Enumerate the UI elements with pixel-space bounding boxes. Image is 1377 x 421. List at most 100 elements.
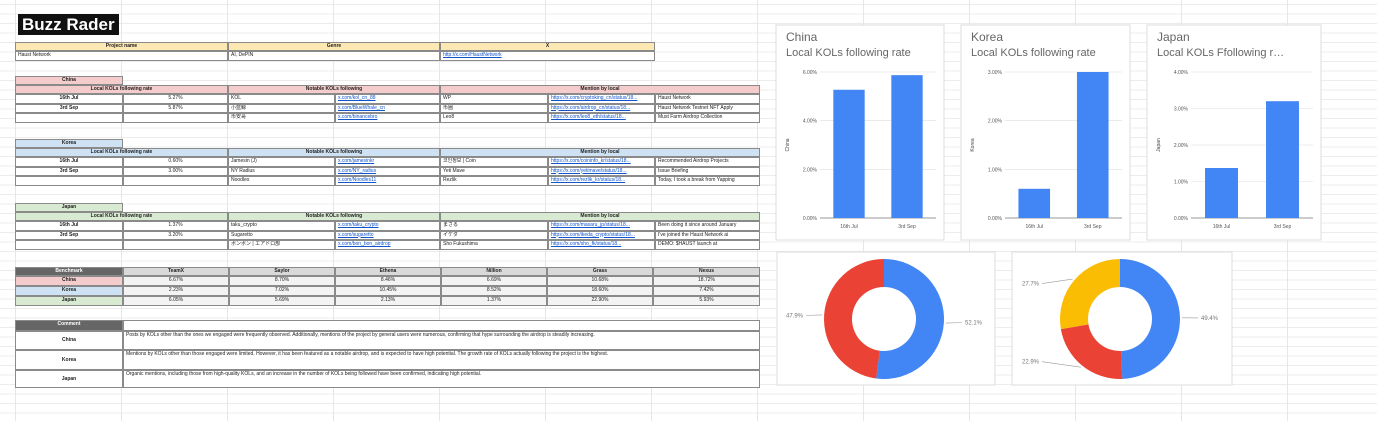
region-label: Japan — [15, 203, 123, 212]
x-tick-label: 16th Jul — [1213, 224, 1231, 230]
cell: 6.69% — [441, 276, 547, 286]
header-cell: Benchmark — [15, 267, 123, 276]
cell: WP — [440, 94, 548, 104]
header-cell: Comment — [15, 320, 123, 331]
y-tick-label: 6.00% — [803, 70, 818, 76]
cell: China — [15, 276, 123, 286]
cell: 5.93% — [653, 296, 760, 306]
cell[interactable]: https://x.com/rezlik_kr/status/18... — [548, 176, 655, 186]
y-axis-label: Korea — [970, 138, 976, 152]
cell: I've joined the Haust Network ai — [655, 230, 760, 240]
cell: 16th Jul — [15, 157, 123, 167]
data-label: 52.1% — [965, 321, 983, 327]
chart-title: Korea — [971, 30, 1003, 44]
cell[interactable]: x.com/kol_cn_88 — [335, 94, 440, 104]
cell[interactable]: x.com/bon_bon_airdrop — [335, 240, 440, 250]
data-label: 22.9% — [1022, 360, 1040, 366]
cell[interactable]: https://x.com/cryptoking_cn/status/18... — [548, 94, 655, 104]
cell[interactable]: x.com/sugaretto — [335, 230, 440, 240]
comment-text: Posts by KOLs other than the ones we eng… — [123, 331, 760, 350]
cell[interactable]: https://x.com/masaru_jp/status/18... — [548, 221, 655, 231]
donut-slice — [876, 259, 945, 380]
cell: AI, DePIN — [228, 51, 440, 61]
cell: Jamesin (J) — [228, 157, 335, 167]
header-cell: Project name — [15, 42, 228, 51]
y-tick-label: 2.00% — [803, 167, 818, 173]
cell[interactable]: x.com/jamesinkr — [335, 157, 440, 167]
cell: 8.52% — [441, 286, 547, 296]
x-tick-label: 3rd Sep — [1084, 224, 1102, 230]
cell: Noodles — [228, 176, 335, 186]
cell — [15, 176, 123, 186]
y-tick-label: 1.00% — [1174, 180, 1189, 186]
cell: 1.37% — [441, 296, 547, 306]
header-cell: Local KOLs following rate — [15, 148, 228, 157]
chart-title: Japan — [1157, 30, 1190, 44]
cell: 16th Jul — [15, 94, 123, 104]
cell: Been doing it since around January — [655, 221, 760, 231]
cell: 0.60% — [123, 157, 228, 167]
cell: Sugaretto — [228, 230, 335, 240]
region-label: Korea — [15, 139, 123, 148]
cell: 8.46% — [335, 276, 441, 286]
data-label: 47.9% — [786, 313, 804, 319]
row-label: Japan — [15, 370, 123, 388]
sheet-title: Buzz Rader — [18, 14, 119, 35]
header-cell: Notable KOLs following — [228, 85, 440, 94]
cell: 7.02% — [229, 286, 335, 296]
y-axis-label: China — [785, 138, 791, 151]
row-label: Korea — [15, 350, 123, 370]
cell: 3rd Sep — [15, 103, 123, 113]
cell[interactable]: https://x.com/ikeda_crypto/status/18... — [548, 230, 655, 240]
cell[interactable]: https://x.com/sho_fk/status/18... — [548, 240, 655, 250]
chart-title: China — [786, 30, 818, 44]
cell[interactable]: https://x.com/leo8_eth/status/18... — [548, 113, 655, 123]
leader-line — [1041, 361, 1081, 368]
cell[interactable]: http://x.com/HaustNetwork — [440, 51, 655, 61]
header-cell: Grass — [547, 267, 653, 276]
bar — [1018, 188, 1051, 218]
x-tick-label: 16th Jul — [1025, 224, 1043, 230]
cell: 5.69% — [229, 296, 335, 306]
bar — [1076, 72, 1109, 218]
donut-slice — [824, 259, 884, 379]
y-tick-label: 1.00% — [988, 167, 1003, 173]
header-cell: Genre — [228, 42, 440, 51]
cell: 18.72% — [653, 276, 760, 286]
cell[interactable]: x.com/binancebro — [335, 113, 440, 123]
cell: 7.42% — [653, 286, 760, 296]
header-cell: Mention by local — [440, 85, 760, 94]
cell[interactable]: https://x.com/airdrop_cn/status/18... — [548, 103, 655, 113]
cell[interactable]: https://x.com/yetimave/status/18... — [548, 166, 655, 176]
y-axis-label: Japan — [1156, 138, 1162, 152]
cell: Japan — [15, 296, 123, 306]
cell[interactable]: x.com/NY_radius — [335, 166, 440, 176]
cell: 1.37% — [123, 221, 228, 231]
cell: 5.87% — [123, 103, 228, 113]
cell: taku_crypto — [228, 221, 335, 231]
y-tick-label: 2.00% — [988, 119, 1003, 125]
data-label: 49.4% — [1201, 316, 1219, 322]
y-tick-label: 4.00% — [1174, 70, 1189, 76]
cell[interactable]: https://x.com/coininfo_kr/status/18... — [548, 157, 655, 167]
cell — [123, 113, 228, 123]
cell[interactable]: x.com/BlueWhale_cn — [335, 103, 440, 113]
x-tick-label: 3rd Sep — [1274, 224, 1292, 230]
cell: 18.60% — [547, 286, 653, 296]
cell: 10.45% — [335, 286, 441, 296]
cell: 3rd Sep — [15, 230, 123, 240]
y-tick-label: 2.00% — [1174, 143, 1189, 149]
cell[interactable]: x.com/taku_crypto — [335, 221, 440, 231]
cell[interactable]: x.com/Noodles11 — [335, 176, 440, 186]
header-cell: Ethena — [335, 267, 441, 276]
leader-line — [1041, 278, 1073, 284]
cell: Issue Briefing — [655, 166, 760, 176]
cell: イケダ — [440, 230, 548, 240]
chart-subtitle: Local KOLs following rate — [971, 47, 1096, 59]
row-label: China — [15, 331, 123, 350]
cell: まさる — [440, 221, 548, 231]
cell: 币安哥 — [228, 113, 335, 123]
cell: 币圈 — [440, 103, 548, 113]
cell: 6.67% — [123, 276, 229, 286]
